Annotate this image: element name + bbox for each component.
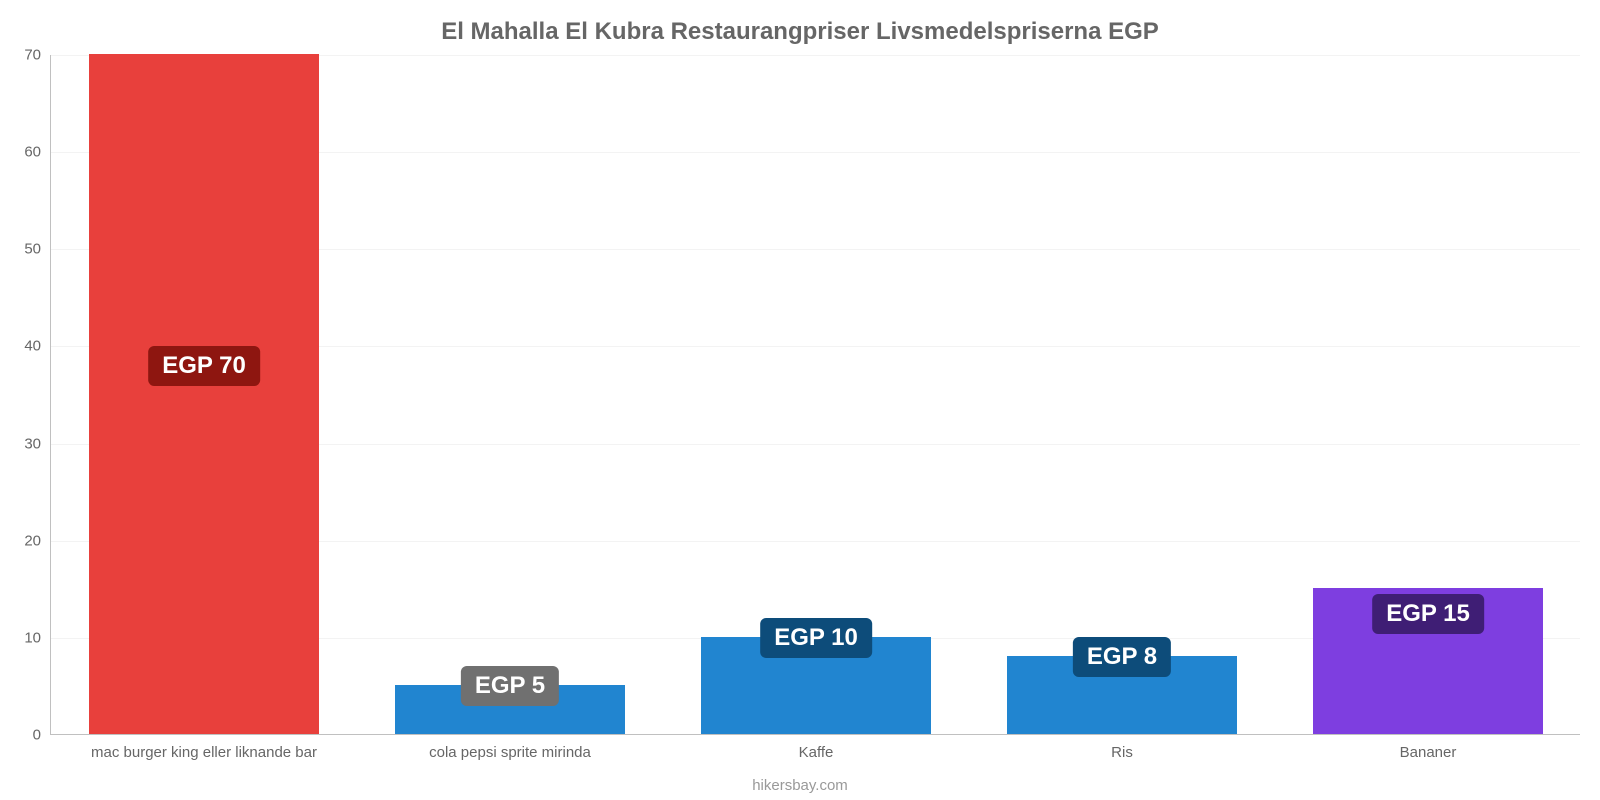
y-tick-label: 20	[24, 532, 51, 549]
y-tick-label: 50	[24, 241, 51, 258]
value-badge: EGP 10	[760, 618, 872, 658]
value-badge: EGP 8	[1073, 637, 1171, 677]
x-tick-label: Ris	[1111, 734, 1133, 761]
source-label: hikersbay.com	[0, 777, 1600, 794]
y-tick-label: 30	[24, 435, 51, 452]
x-tick-label: Kaffe	[799, 734, 834, 761]
price-bar-chart: El Mahalla El Kubra Restaurangpriser Liv…	[0, 0, 1600, 800]
y-tick-label: 0	[33, 727, 51, 744]
value-badge: EGP 15	[1372, 594, 1484, 634]
value-badge: EGP 70	[148, 346, 260, 386]
chart-title: El Mahalla El Kubra Restaurangpriser Liv…	[0, 18, 1600, 46]
y-tick-label: 70	[24, 47, 51, 64]
plot-area: 010203040506070mac burger king eller lik…	[50, 55, 1580, 735]
x-tick-label: Bananer	[1400, 734, 1457, 761]
y-tick-label: 40	[24, 338, 51, 355]
x-tick-label: cola pepsi sprite mirinda	[429, 734, 591, 761]
bar	[89, 54, 319, 734]
x-tick-label: mac burger king eller liknande bar	[91, 734, 317, 761]
value-badge: EGP 5	[461, 666, 559, 706]
y-tick-label: 60	[24, 144, 51, 161]
y-tick-label: 10	[24, 629, 51, 646]
